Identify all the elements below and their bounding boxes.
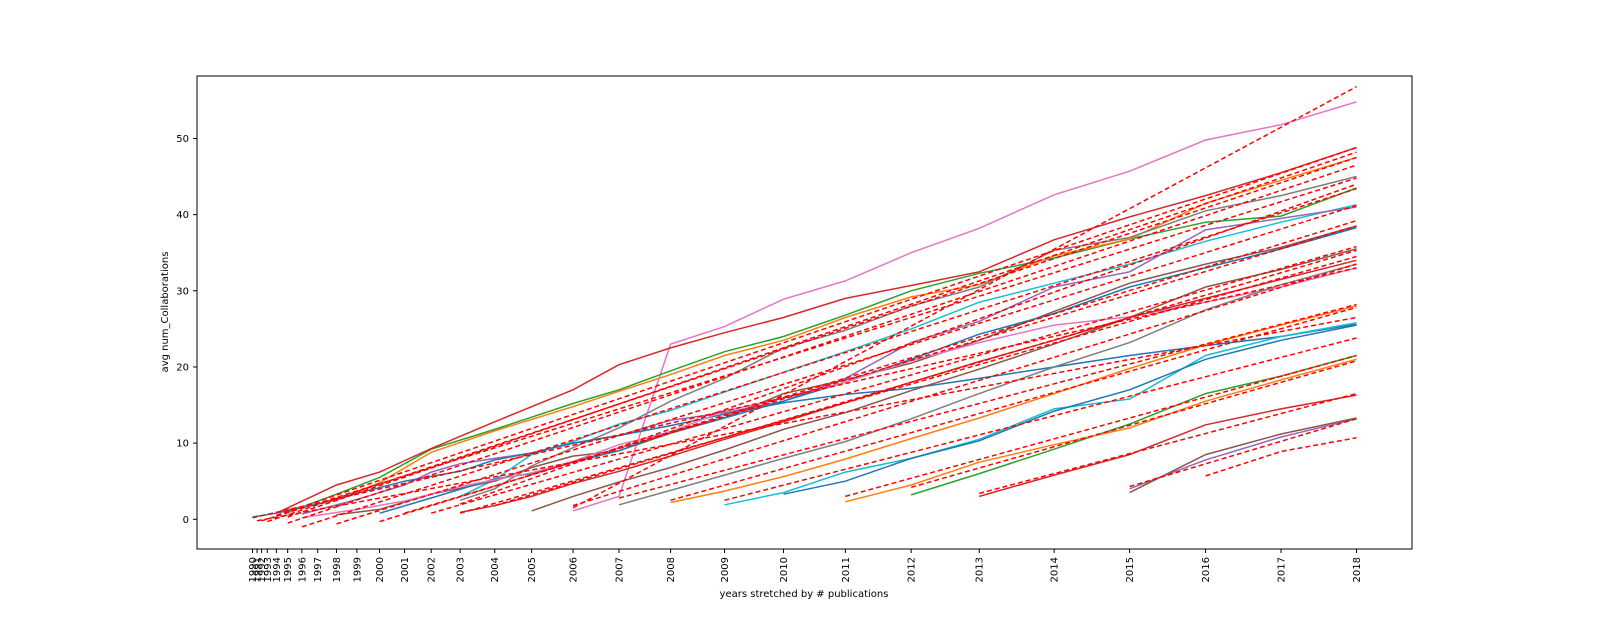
fit-line-8 bbox=[301, 187, 1357, 528]
x-tick-label: 2003 bbox=[456, 557, 467, 582]
x-tick-label: 1991 bbox=[253, 557, 264, 582]
x-tick-label: 2002 bbox=[427, 557, 438, 582]
y-tick-label: 40 bbox=[176, 210, 189, 221]
x-tick-label: 2014 bbox=[1050, 557, 1061, 582]
series-line-4 bbox=[275, 146, 1357, 514]
x-tick-label: 2016 bbox=[1201, 557, 1212, 582]
x-tick-label: 2005 bbox=[527, 557, 538, 582]
x-tick-label: 1993 bbox=[263, 557, 274, 582]
series-line-22 bbox=[1129, 417, 1357, 494]
x-axis-label: years stretched by # publications bbox=[720, 589, 889, 600]
fit-line-2 bbox=[276, 146, 1357, 517]
series-line-16 bbox=[783, 324, 1357, 495]
fit-layer bbox=[252, 86, 1357, 528]
x-tick-label: 2006 bbox=[569, 557, 580, 582]
x-tick-label: 1995 bbox=[283, 557, 294, 582]
fit-line-9 bbox=[336, 204, 1357, 525]
series-line-1 bbox=[572, 101, 1357, 512]
fit-line-20 bbox=[724, 337, 1357, 502]
series-line-14 bbox=[670, 305, 1357, 504]
fit-line-15 bbox=[256, 316, 1357, 522]
y-tick-label: 0 bbox=[183, 515, 189, 526]
x-tick-label: 2018 bbox=[1352, 557, 1363, 582]
fit-line-25 bbox=[1205, 437, 1357, 477]
x-tick-label: 1996 bbox=[297, 557, 308, 582]
y-tick-label: 20 bbox=[176, 362, 189, 373]
x-tick-label: 2004 bbox=[490, 557, 501, 582]
series-line-8 bbox=[252, 323, 1357, 518]
fit-line-5 bbox=[287, 164, 1357, 524]
x-tick-label: 1997 bbox=[313, 557, 324, 582]
series-line-12 bbox=[531, 248, 1357, 512]
x-tick-label: 2017 bbox=[1277, 557, 1288, 582]
x-tick-label: 2000 bbox=[375, 557, 386, 582]
fit-line-11 bbox=[404, 225, 1357, 514]
fit-line-3 bbox=[287, 151, 1357, 518]
x-tick-label: 2015 bbox=[1125, 557, 1136, 582]
series-line-15 bbox=[724, 322, 1357, 506]
x-tick-label: 1998 bbox=[332, 557, 343, 582]
x-tick-label: 2009 bbox=[720, 557, 731, 582]
x-tick-label: 1994 bbox=[272, 557, 283, 582]
y-axis-label: avg num_Collaborations bbox=[160, 252, 171, 373]
fit-line-13 bbox=[459, 255, 1357, 514]
x-tick-label: 1990 bbox=[248, 557, 259, 582]
series-line-20 bbox=[978, 394, 1357, 498]
x-tick-label: 2011 bbox=[841, 557, 852, 582]
series-line-2 bbox=[287, 187, 1357, 514]
series-line-9 bbox=[336, 225, 1357, 516]
fit-line-14 bbox=[252, 267, 1357, 519]
y-tick-label: 30 bbox=[176, 286, 189, 297]
x-tick-label: 1999 bbox=[352, 557, 363, 582]
y-axis: 0 10 20 30 40 50 bbox=[176, 134, 197, 526]
x-tick-label: 2007 bbox=[614, 557, 625, 582]
fit-line-7 bbox=[459, 183, 1357, 505]
fit-line-6 bbox=[261, 177, 1357, 522]
plot-frame bbox=[196, 75, 1413, 550]
y-tick-label: 50 bbox=[176, 134, 189, 145]
y-tick-label: 10 bbox=[176, 439, 189, 450]
x-tick-label: 2010 bbox=[779, 557, 790, 582]
fit-line-22 bbox=[910, 360, 1357, 489]
fit-line-12 bbox=[430, 245, 1357, 514]
fit-line-1 bbox=[572, 86, 1357, 509]
x-tick-label: 2013 bbox=[975, 557, 986, 582]
fit-line-23 bbox=[979, 392, 1357, 495]
x-tick-label: 1992 bbox=[257, 557, 268, 582]
x-tick-label: 2001 bbox=[400, 557, 411, 582]
x-tick-label: 2012 bbox=[907, 557, 918, 582]
fit-line-19 bbox=[670, 306, 1357, 502]
fit-line-18 bbox=[618, 303, 1357, 499]
series-line-13 bbox=[618, 263, 1357, 506]
fit-line-17 bbox=[572, 263, 1357, 507]
fit-line-16 bbox=[494, 249, 1357, 507]
fit-line-21 bbox=[845, 354, 1357, 498]
x-tick-label: 2008 bbox=[666, 557, 677, 582]
